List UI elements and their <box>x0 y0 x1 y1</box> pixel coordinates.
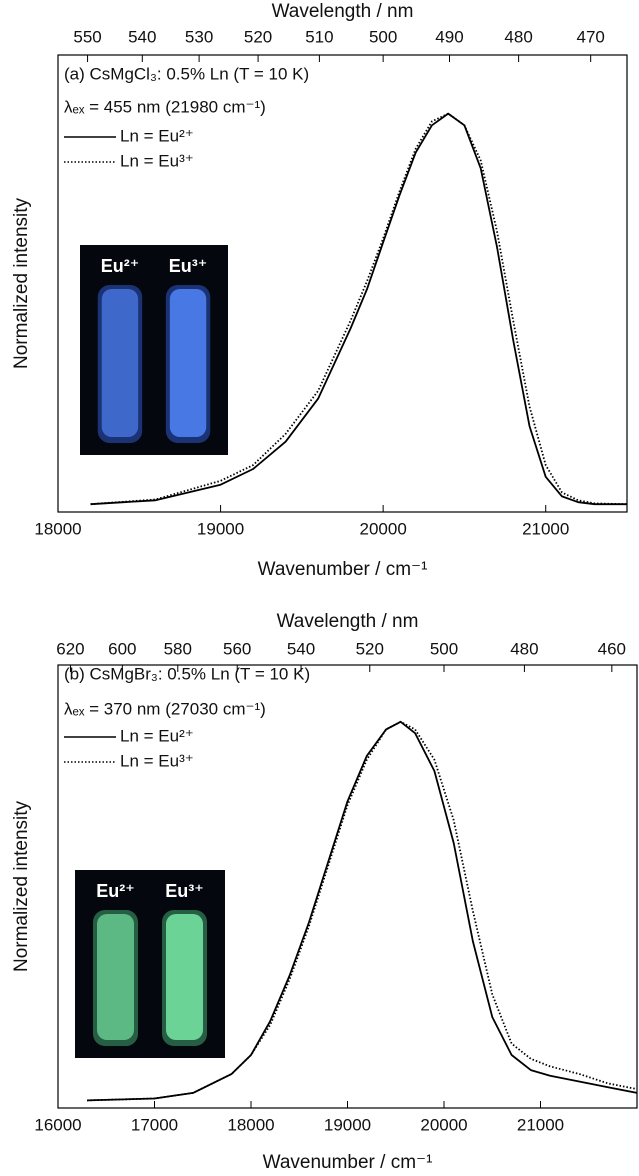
x2-tick-label: 480 <box>510 639 538 658</box>
legend-label: Ln = Eu³⁺ <box>120 151 194 170</box>
x-tick-label: 21000 <box>517 1115 564 1134</box>
annotation: λₑₓ = 455 nm (21980 cm⁻¹) <box>64 97 266 116</box>
x-tick-label: 18000 <box>227 1115 274 1134</box>
x2-tick-label: 550 <box>73 27 101 46</box>
x-tick-label: 17000 <box>131 1115 178 1134</box>
legend-label: Ln = Eu²⁺ <box>120 126 194 145</box>
x-tick-label: 19000 <box>197 519 244 538</box>
x-tick-label: 20000 <box>420 1115 467 1134</box>
inset-sample <box>101 289 139 437</box>
x2-axis-title: Wavelength / nm <box>277 611 419 632</box>
y-axis-title: Normalized intensity <box>11 197 32 369</box>
inset-sample <box>166 914 203 1040</box>
inset-sample <box>97 914 134 1040</box>
y-axis-title: Normalized intensity <box>11 800 32 972</box>
x2-tick-label: 510 <box>305 27 333 46</box>
x-tick-label: 19000 <box>324 1115 371 1134</box>
inset-label: Eu³⁺ <box>165 881 204 901</box>
x2-tick-label: 490 <box>435 27 463 46</box>
x2-tick-label: 540 <box>128 27 156 46</box>
inset-label: Eu²⁺ <box>101 256 140 276</box>
x2-tick-label: 470 <box>576 27 604 46</box>
x2-tick-label: 520 <box>356 639 384 658</box>
x2-tick-label: 600 <box>108 639 136 658</box>
annotation: (a) CsMgCl₃: 0.5% Ln (T = 10 K) <box>64 64 309 83</box>
inset-label: Eu²⁺ <box>96 881 135 901</box>
x2-tick-label: 530 <box>185 27 213 46</box>
spectrum-line <box>86 720 638 1102</box>
inset-label: Eu³⁺ <box>169 256 208 276</box>
x2-axis-title: Wavelength / nm <box>272 1 414 22</box>
x2-tick-label: 480 <box>504 27 532 46</box>
x-axis-title: Wavenumber / cm⁻¹ <box>258 559 428 580</box>
spectrum-line <box>90 112 627 506</box>
x2-tick-label: 540 <box>287 639 315 658</box>
spectrum-line <box>90 112 628 506</box>
annotation: (b) CsMgBr₃: 0.5% Ln (T = 10 K) <box>64 664 310 683</box>
annotation: λₑₓ = 370 nm (27030 cm⁻¹) <box>64 699 266 718</box>
x2-tick-label: 500 <box>369 27 397 46</box>
x-axis-title: Wavenumber / cm⁻¹ <box>263 1152 433 1173</box>
x-tick-label: 16000 <box>34 1115 81 1134</box>
legend-label: Ln = Eu³⁺ <box>120 751 194 770</box>
x2-tick-label: 520 <box>244 27 272 46</box>
x-tick-label: 20000 <box>360 519 407 538</box>
legend-label: Ln = Eu²⁺ <box>120 726 194 745</box>
inset-sample <box>169 289 207 437</box>
x2-tick-label: 580 <box>164 639 192 658</box>
x2-tick-label: 620 <box>56 639 84 658</box>
x2-tick-label: 560 <box>223 639 251 658</box>
x-tick-label: 18000 <box>34 519 81 538</box>
x2-tick-label: 460 <box>598 639 626 658</box>
x2-tick-label: 500 <box>430 639 458 658</box>
plot-frame <box>57 54 628 513</box>
x-tick-label: 21000 <box>522 519 569 538</box>
